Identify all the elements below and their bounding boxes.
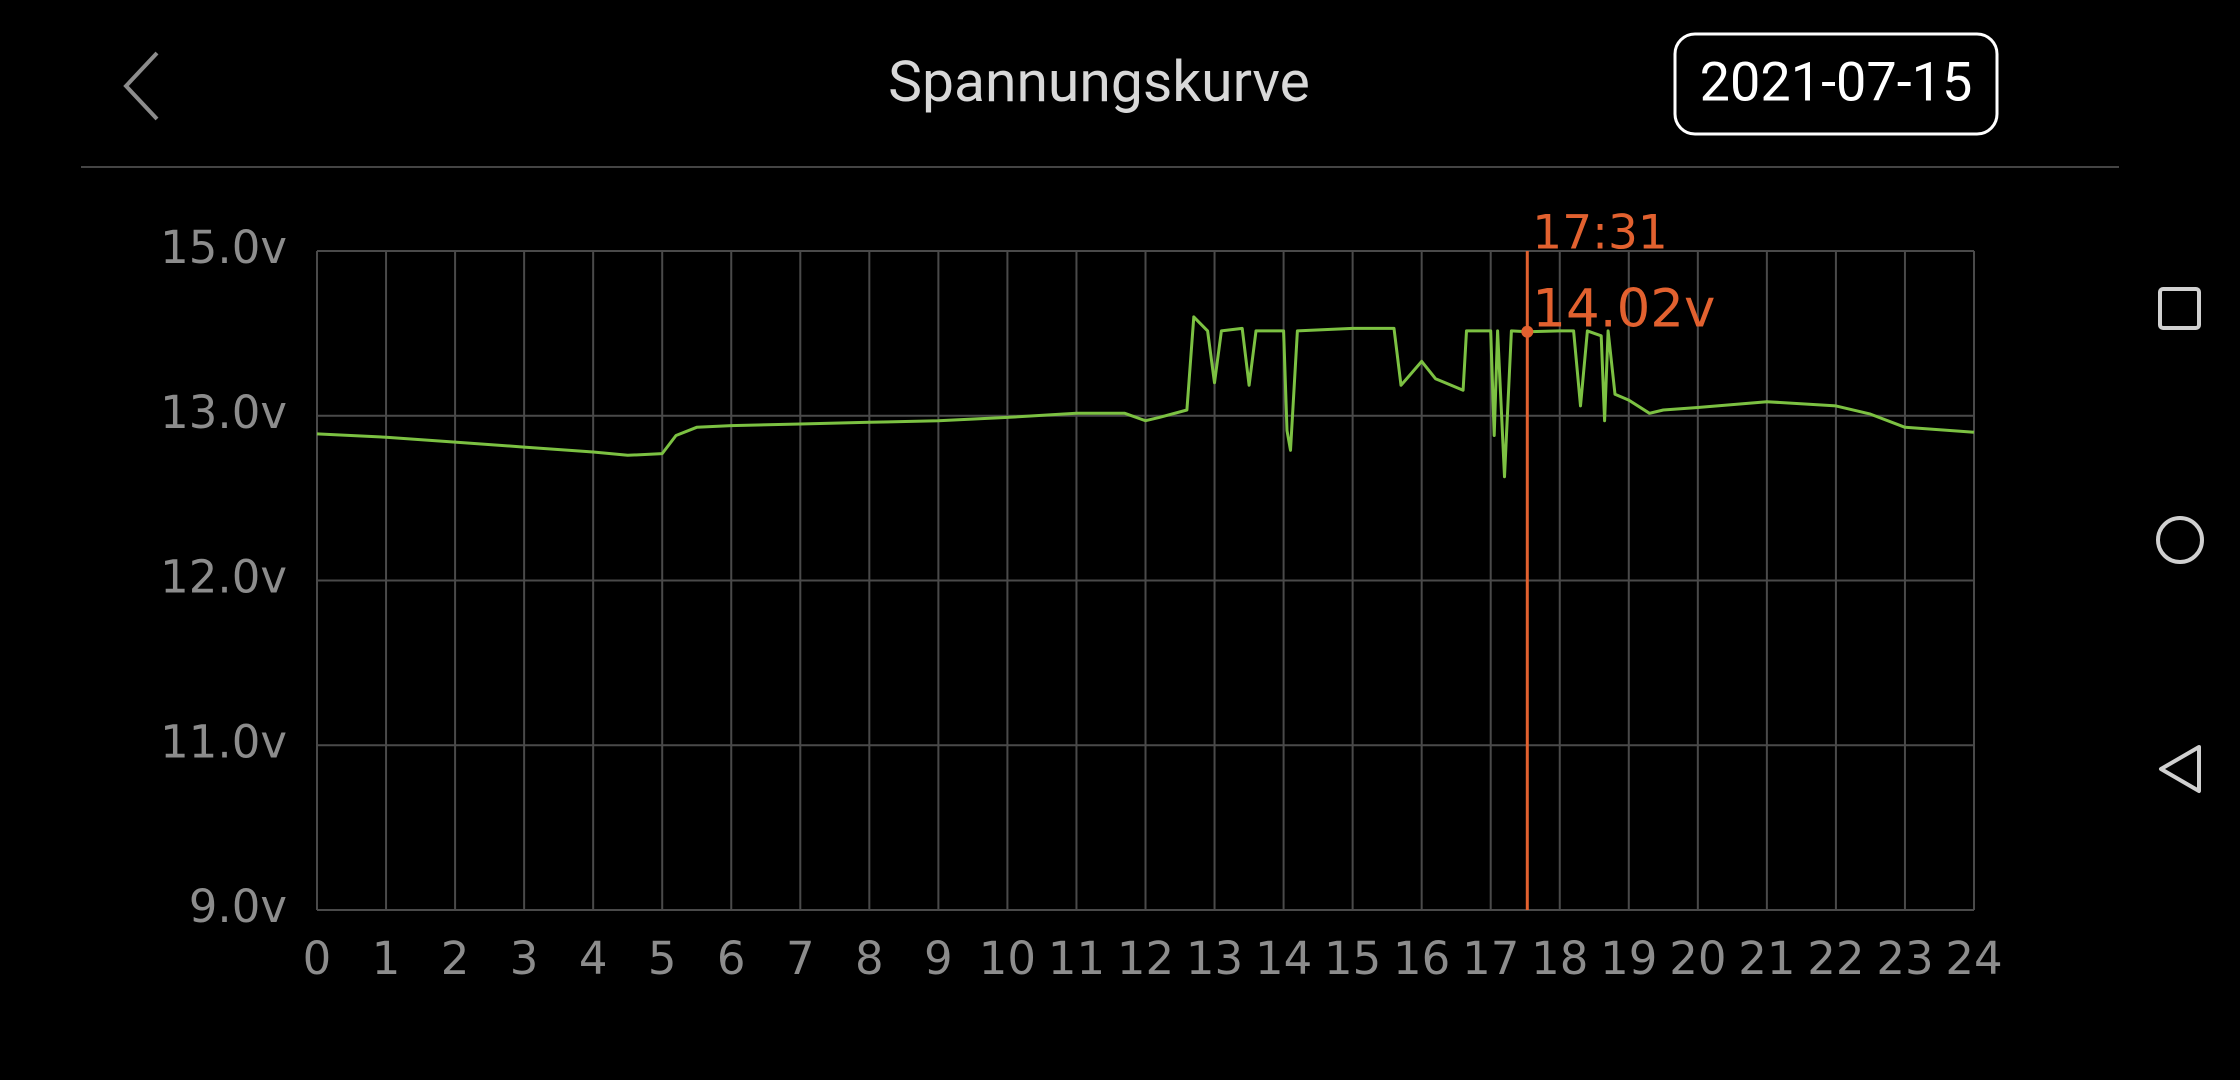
voltage-line xyxy=(316,315,1975,479)
y-tick-label: 9.0v xyxy=(189,880,287,933)
y-tick-label: 12.0v xyxy=(160,551,287,604)
x-tick-label: 4 xyxy=(579,932,608,985)
nav-back[interactable] xyxy=(2159,745,2201,793)
x-tick-label: 22 xyxy=(1807,932,1864,985)
date-text: 2021-07-15 xyxy=(1700,51,1973,114)
x-tick-label: 12 xyxy=(1117,932,1174,985)
y-tick-label: 11.0v xyxy=(160,715,287,768)
nav-recents[interactable] xyxy=(2158,287,2201,330)
x-tick-label: 16 xyxy=(1393,932,1450,985)
x-tick-label: 17 xyxy=(1462,932,1519,985)
cursor-time: 17:31 xyxy=(1532,206,1667,261)
x-tick-label: 2 xyxy=(441,932,470,985)
x-tick-label: 5 xyxy=(648,932,677,985)
x-tick-label: 6 xyxy=(717,932,746,985)
x-tick-label: 23 xyxy=(1876,932,1933,985)
x-tick-label: 11 xyxy=(1048,932,1105,985)
x-tick-label: 1 xyxy=(372,932,401,985)
x-tick-label: 18 xyxy=(1531,932,1588,985)
x-tick-label: 13 xyxy=(1186,932,1243,985)
cursor-point xyxy=(1521,325,1534,338)
date-picker[interactable] xyxy=(1673,32,1999,136)
x-tick-label: 7 xyxy=(786,932,815,985)
nav-home[interactable] xyxy=(2156,516,2204,564)
x-tick-label: 15 xyxy=(1324,932,1381,985)
x-tick-label: 24 xyxy=(1945,932,2002,985)
cursor-value: 14.02v xyxy=(1532,278,1715,339)
x-tick-label: 19 xyxy=(1600,932,1657,985)
y-tick-label: 15.0v xyxy=(160,221,287,274)
x-tick-label: 9 xyxy=(924,932,953,985)
x-tick-label: 8 xyxy=(855,932,884,985)
x-tick-label: 20 xyxy=(1669,932,1726,985)
y-tick-label: 13.0v xyxy=(160,386,287,439)
x-tick-label: 14 xyxy=(1255,932,1312,985)
page-title: Spannungskurve xyxy=(888,48,1310,115)
back-button[interactable] xyxy=(123,51,159,121)
x-tick-label: 10 xyxy=(979,932,1036,985)
x-tick-label: 3 xyxy=(510,932,539,985)
x-tick-label: 0 xyxy=(303,932,332,985)
x-tick-label: 21 xyxy=(1738,932,1795,985)
